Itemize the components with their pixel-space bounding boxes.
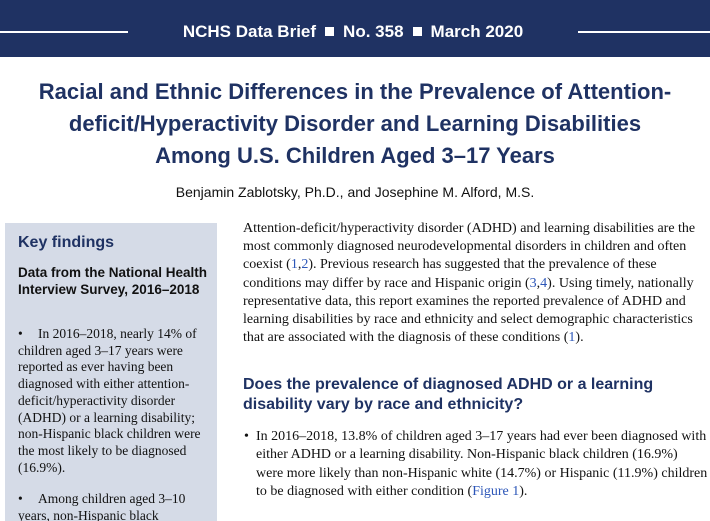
brief-number: No. 358 (343, 22, 404, 41)
series-name: NCHS Data Brief (182, 22, 317, 41)
key-finding-item: • Among children aged 3–10 years, non-His… (18, 491, 186, 521)
header-rule-left (0, 31, 128, 33)
reference-link[interactable]: 2 (301, 257, 309, 273)
intro-paragraph: Attention-deficit/hyperactivity disorder… (243, 221, 696, 346)
figure-1-link[interactable]: Figure 1 (472, 483, 520, 499)
publication-date: March 2020 (430, 22, 524, 41)
key-findings-heading: Key findings (18, 234, 115, 251)
reference-link[interactable]: 1 (290, 257, 298, 273)
key-finding-item: • In 2016–2018, nearly 14% of children ag… (18, 326, 201, 475)
authors: Benjamin Zablotsky, Ph.D., and Josephine… (175, 184, 535, 200)
reference-link[interactable]: 1 (568, 330, 576, 346)
square-separator-icon (412, 27, 422, 37)
reference-link[interactable]: 3 (529, 275, 537, 291)
square-separator-icon (325, 27, 335, 37)
header-rule-right (578, 31, 710, 33)
key-findings-sidebar: Key findings Data from the National Heal… (5, 223, 217, 521)
section-question-heading: Does the prevalence of diagnosed ADHD or… (243, 376, 654, 413)
key-findings-subheading: Data from the National Health Interview … (18, 265, 208, 297)
header-bar: NCHS Data Brief No. 358 March 2020 (0, 0, 710, 57)
document-title: Racial and Ethnic Differences in the Pre… (38, 79, 672, 168)
bullet-icon: • (18, 326, 23, 341)
reference-link[interactable]: 4 (540, 275, 548, 291)
bullet-icon: • (244, 429, 249, 444)
finding-bullet: • In 2016–2018, 13.8% of children aged 3–… (244, 429, 708, 499)
header-title: NCHS Data Brief No. 358 March 2020 (128, 19, 578, 45)
bullet-icon: • (18, 491, 23, 506)
